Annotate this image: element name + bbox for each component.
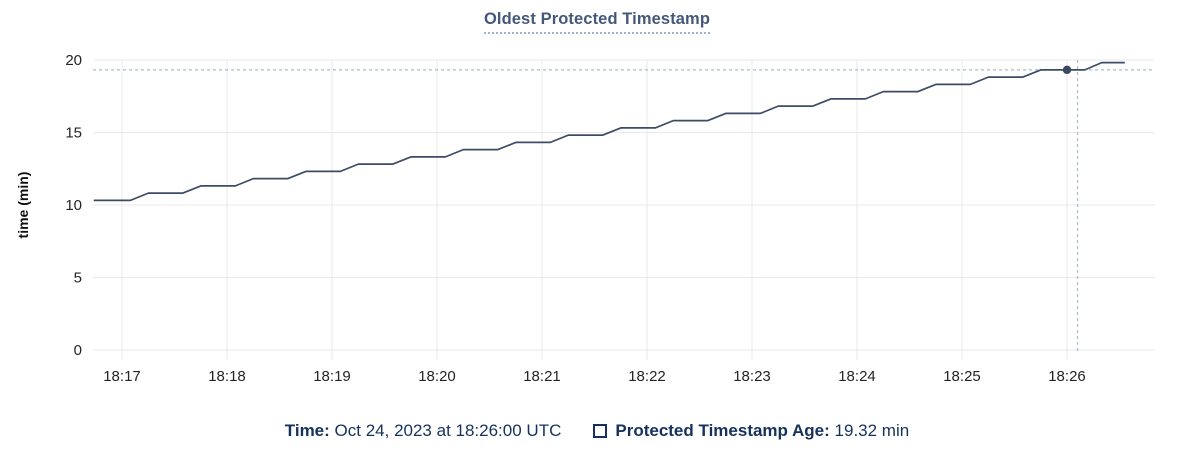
chart-header: Oldest Protected Timestamp — [0, 10, 1194, 34]
y-tick-label: 15 — [65, 125, 82, 142]
y-tick-label: 5 — [74, 270, 82, 287]
x-tick-label: 18:19 — [313, 368, 351, 385]
legend-time-value: Oct 24, 2023 at 18:26:00 UTC — [334, 421, 562, 440]
legend-series-group: Protected Timestamp Age: 19.32 min — [593, 421, 909, 441]
hover-legend: Time: Oct 24, 2023 at 18:26:00 UTC Prote… — [0, 421, 1194, 441]
legend-series-label: Protected Timestamp Age: — [615, 421, 830, 440]
y-tick-label: 0 — [74, 342, 82, 359]
chart-area: 0 5 10 15 20 18:17 18:18 18:19 18:20 18:21 18:22 18… — [0, 0, 1194, 400]
x-tick-label: 18:21 — [523, 368, 561, 385]
x-tick-label: 18:23 — [733, 368, 771, 385]
y-axis-label: time (min) — [15, 172, 31, 239]
legend-series-value: 19.32 min — [834, 421, 910, 440]
chart-canvas[interactable]: 0 5 10 15 20 18:17 18:18 18:19 18:20 18:21 18:22 18… — [0, 0, 1194, 400]
chart-title[interactable]: Oldest Protected Timestamp — [483, 10, 711, 34]
x-tick-label: 18:22 — [628, 368, 666, 385]
data-point-marker — [1062, 65, 1072, 75]
x-tick-label: 18:18 — [208, 368, 246, 385]
x-tick-label: 18:17 — [103, 368, 141, 385]
x-tick-label: 18:24 — [838, 368, 876, 385]
x-tick-label: 18:26 — [1048, 368, 1086, 385]
legend-time-label: Time: — [284, 421, 330, 440]
series-checkbox[interactable] — [593, 424, 608, 438]
y-tick-label: 10 — [65, 197, 82, 214]
x-tick-label: 18:25 — [943, 368, 981, 385]
y-tick-label: 20 — [65, 52, 82, 69]
legend-time-group: Time: Oct 24, 2023 at 18:26:00 UTC — [285, 421, 562, 441]
series-line — [93, 61, 1125, 202]
x-tick-label: 18:20 — [418, 368, 456, 385]
